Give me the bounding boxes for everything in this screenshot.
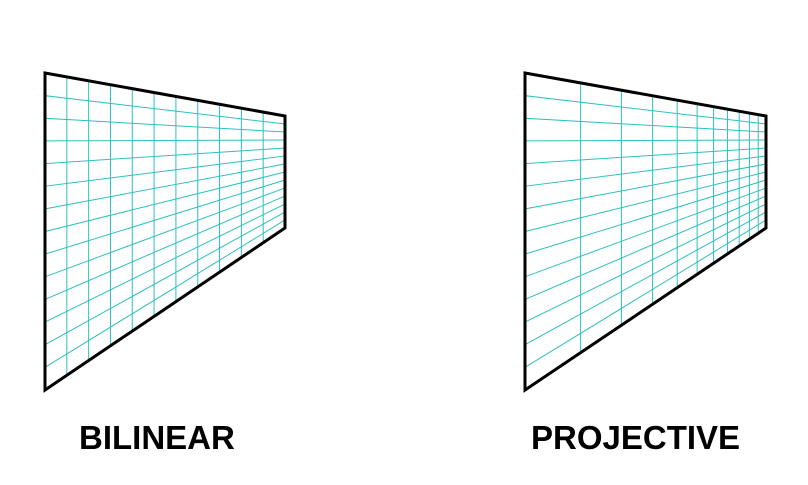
grid-horizontal-line [44,219,286,369]
bilinear-grid-panel [43,71,287,393]
grid-horizontal-line [524,179,767,255]
projective-caption: PROJECTIVE [531,419,741,456]
grid-horizontal-line [44,95,286,125]
grid-horizontal-line [44,171,286,233]
grid-horizontal-line [44,203,286,323]
grid-horizontal-line [524,195,767,301]
grid-horizontal-line [44,187,286,278]
grid-horizontal-line [524,163,767,210]
grid-horizontal-line [524,219,767,369]
grid-horizontal-line [44,179,286,255]
grid-horizontal-line [524,139,767,142]
grid-horizontal-line [524,203,767,323]
grid-horizontal-line [44,139,286,142]
grid-horizontal-line [524,117,767,133]
grid-horizontal-line [524,211,767,346]
quad-outline [43,71,287,393]
grid-horizontal-line [524,95,767,125]
grid-horizontal-line [44,195,286,301]
grid-horizontal-line [524,171,767,233]
bilinear-caption: BILINEAR [79,419,235,456]
grid-horizontal-line [524,155,767,187]
grid-horizontal-line [44,163,286,210]
grid-horizontal-line [44,117,286,133]
projective-grid-panel [523,71,768,393]
grid-horizontal-line [524,147,767,165]
grid-horizontal-line [44,211,286,346]
grid-horizontal-line [524,187,767,278]
quad-outline [523,71,768,393]
grid-horizontal-line [44,155,286,187]
grid-horizontal-line [44,147,286,165]
